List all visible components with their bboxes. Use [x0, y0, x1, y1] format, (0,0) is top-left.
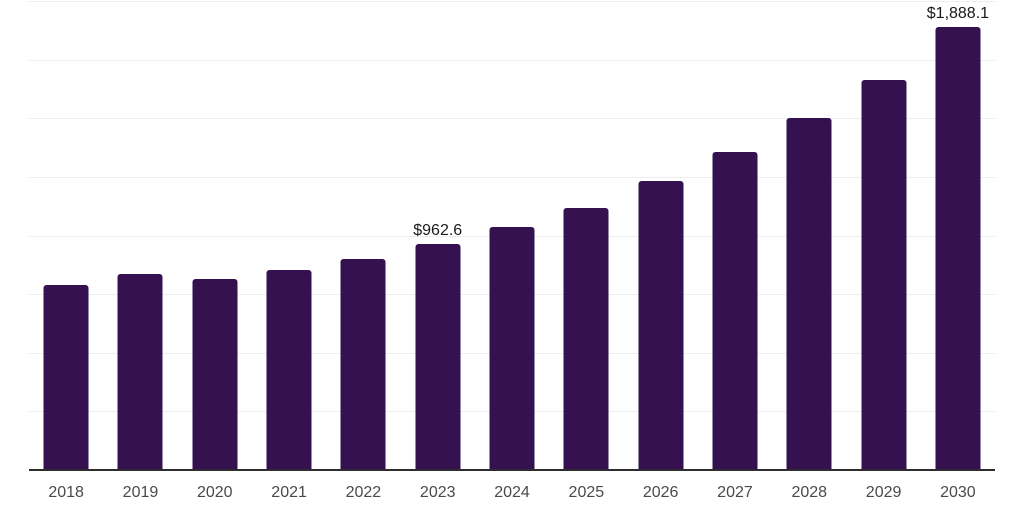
bar-slot-2029 [846, 0, 920, 470]
gridline-1500 [29, 118, 995, 120]
bar-2026[interactable] [638, 180, 684, 470]
bar-2018[interactable] [43, 284, 89, 470]
x-axis-line [29, 469, 995, 471]
value-label-2030: $1,888.1 [926, 5, 990, 23]
x-tick-label-2019: 2019 [122, 484, 159, 501]
x-tick-label-2021: 2021 [271, 484, 307, 501]
x-tick-label-2020: 2020 [196, 484, 233, 501]
bar-slot-2023: $962.6 [401, 0, 475, 470]
bar-2029[interactable] [861, 79, 907, 470]
bar-2024[interactable] [489, 226, 535, 470]
bar-2027[interactable] [712, 151, 758, 470]
x-tick-label-2029: 2029 [865, 484, 902, 501]
bar-slot-2026 [624, 0, 698, 470]
bar-2025[interactable] [563, 207, 609, 470]
bar-2019[interactable] [117, 274, 163, 470]
bar-slot-2018 [29, 0, 103, 470]
bar-slot-2022 [326, 0, 400, 470]
gridline-1750 [29, 59, 995, 61]
bar-slot-2025 [549, 0, 623, 470]
bar-slot-2028 [772, 0, 846, 470]
x-axis-tick-labels: 2018 2019 2020 2021 2022 2023 2024 2025 2026 2027… [29, 482, 995, 504]
bar-2028[interactable] [786, 118, 832, 470]
plot-area: $962.6 $1,888.1 [29, 0, 995, 471]
bars-layer: $962.6 $1,888.1 [29, 0, 995, 470]
gridline-1250 [29, 176, 995, 178]
x-tick-label-2023: 2023 [419, 484, 456, 501]
bar-2030[interactable] [935, 27, 981, 470]
x-tick-label-2024: 2024 [494, 484, 530, 501]
x-tick-label-2027: 2027 [717, 484, 753, 501]
bar-slot-2021 [252, 0, 326, 470]
bar-2021[interactable] [266, 270, 312, 470]
x-tick-label-2030: 2030 [940, 484, 976, 501]
x-tick-label-2028: 2028 [791, 484, 828, 501]
x-tick-label-2022: 2022 [345, 484, 382, 501]
bar-slot-2027 [698, 0, 772, 470]
bar-slot-2030: $1,888.1 [921, 0, 995, 470]
x-tick-label-2018: 2018 [48, 484, 84, 501]
x-tick-label-2025: 2025 [568, 484, 605, 501]
x-tick-label-2026: 2026 [642, 484, 679, 501]
bar-2020[interactable] [192, 279, 238, 470]
gridline-2000 [29, 1, 995, 2]
bar-slot-2020 [178, 0, 252, 470]
bar-2022[interactable] [340, 259, 386, 470]
bar-2023[interactable] [415, 244, 461, 470]
bar-slot-2024 [475, 0, 549, 470]
bar-slot-2019 [103, 0, 177, 470]
value-label-2023: $962.6 [413, 222, 463, 240]
